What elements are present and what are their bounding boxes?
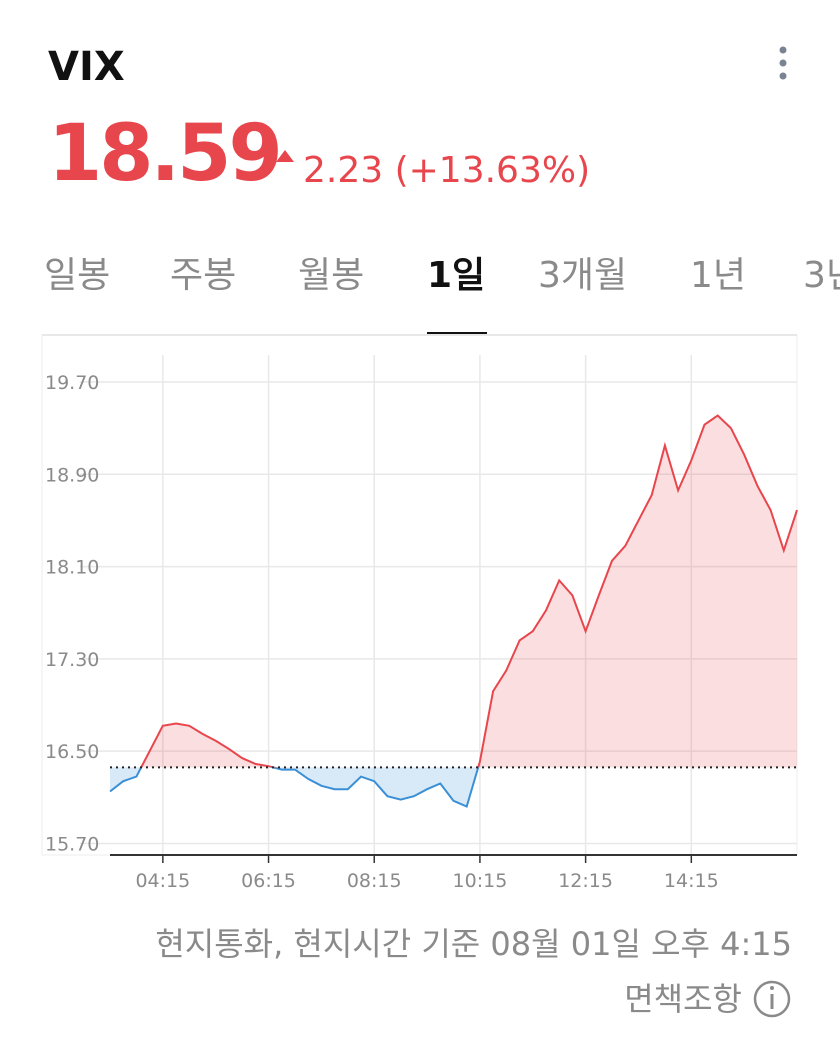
- tab-indicator: [427, 332, 487, 335]
- area-above: [141, 415, 797, 768]
- x-tick-label: 12:15: [558, 870, 613, 892]
- x-tick-label: 14:15: [664, 870, 719, 892]
- y-tick-label: 16.50: [45, 741, 99, 763]
- line-above: [140, 414, 798, 768]
- x-tick-label: 08:15: [347, 870, 402, 892]
- tab[interactable]: 3년: [803, 255, 840, 296]
- tab-bar: 일봉 주봉 월봉 1일 3개월 1년 3년: [44, 255, 840, 335]
- chart: 15.70 16.50 17.30 18.10 18.90 19.70 04:15 06:15…: [45, 355, 798, 892]
- price: 18.59: [48, 109, 280, 199]
- disclaimer[interactable]: 면책조항: [624, 980, 742, 1018]
- x-tick-label: 04:15: [135, 870, 190, 892]
- up-arrow: [276, 150, 294, 162]
- y-tick-label: 19.70: [45, 372, 99, 394]
- info-icon[interactable]: [753, 980, 791, 1018]
- tab[interactable]: 일봉: [44, 255, 110, 296]
- y-tick-label: 17.30: [45, 649, 99, 671]
- ticker: VIX: [48, 44, 125, 90]
- tab[interactable]: 1년: [690, 255, 746, 296]
- menu-dot[interactable]: [779, 72, 787, 80]
- footnote: 현지통화, 현지시간 기준 08월 01일 오후 4:15: [155, 925, 792, 963]
- line-below: [109, 767, 480, 808]
- tab[interactable]: 주봉: [170, 255, 236, 296]
- x-tick-label: 06:15: [241, 870, 296, 892]
- y-tick-label: 18.90: [45, 464, 99, 486]
- y-tick-label: 18.10: [45, 557, 99, 579]
- tab[interactable]: 1일: [427, 255, 485, 296]
- x-tick-label: 10:15: [453, 870, 508, 892]
- menu-dot[interactable]: [779, 59, 787, 67]
- menu-dot[interactable]: [779, 46, 787, 54]
- info-icon-dot: [770, 986, 774, 990]
- y-tick-label: 15.70: [45, 833, 99, 855]
- change: 2.23 (+13.63%): [303, 150, 590, 191]
- area-below: [110, 767, 797, 807]
- tab[interactable]: 3개월: [538, 255, 627, 296]
- tab[interactable]: 월봉: [298, 255, 364, 296]
